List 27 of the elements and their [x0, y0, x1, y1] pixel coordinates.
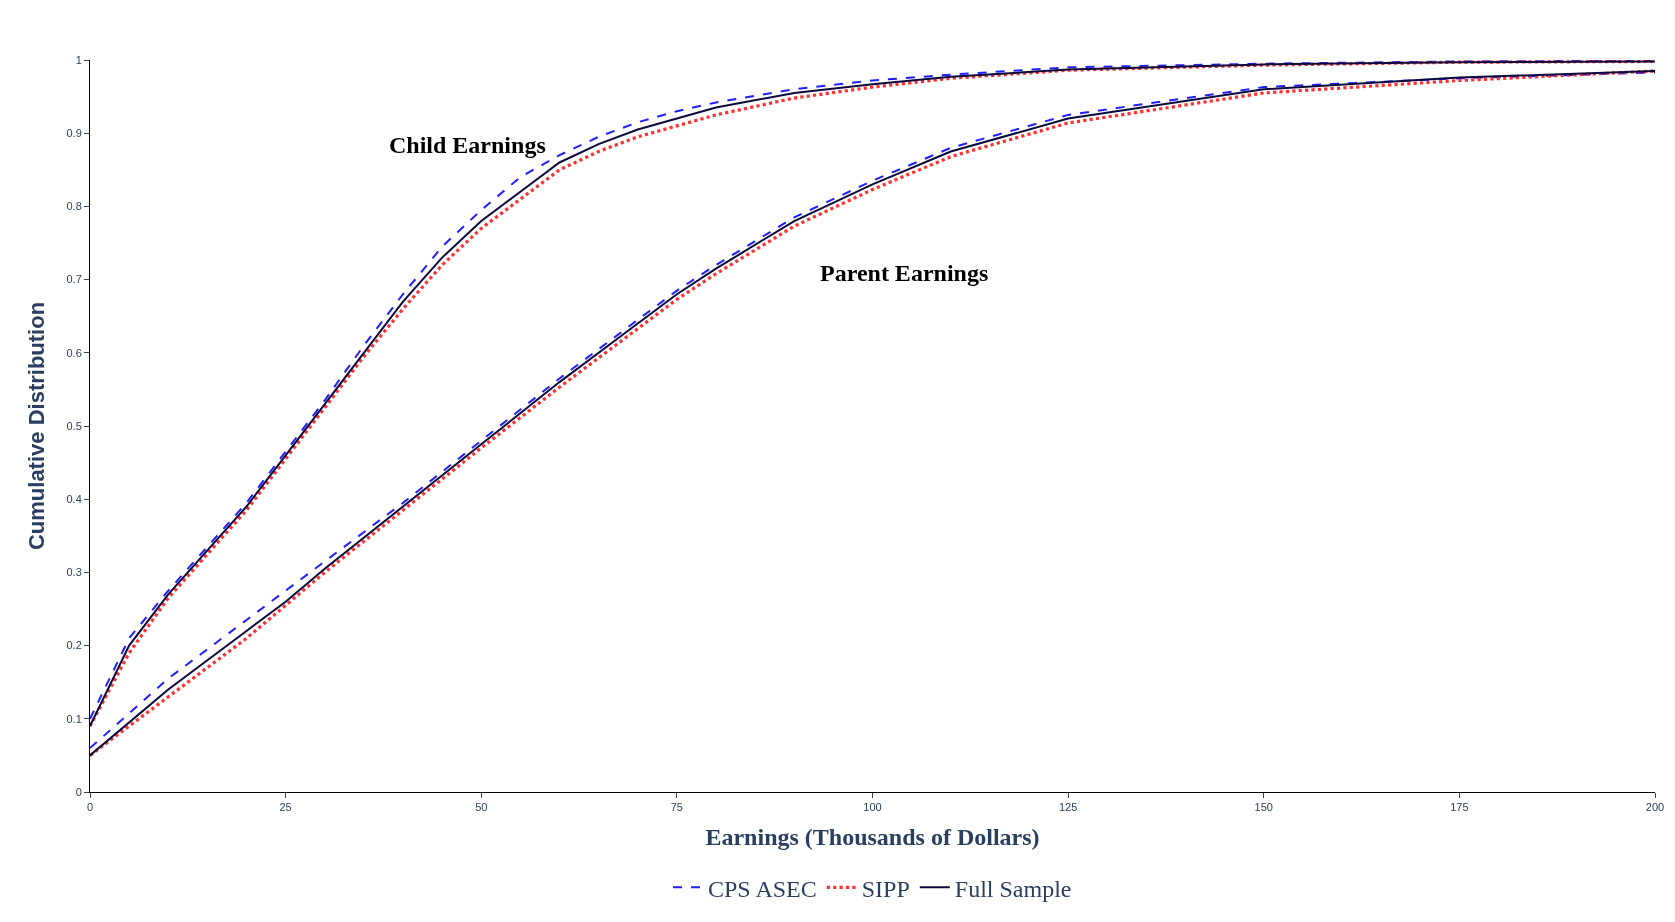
annotation: Parent Earnings: [820, 260, 989, 286]
y-tick-label: 0.3: [66, 566, 82, 579]
legend-label: CPS ASEC: [708, 875, 817, 902]
x-tick-label: 200: [1645, 801, 1665, 814]
y-tick-label: 0.1: [66, 712, 82, 725]
x-tick-label: 0: [86, 801, 94, 814]
y-tick-label: 0.8: [66, 200, 82, 213]
x-tick-label: 150: [1254, 801, 1273, 814]
x-tick-label: 75: [670, 801, 684, 814]
y-tick-label: 0.7: [66, 273, 82, 286]
annotation: Child Earnings: [389, 132, 546, 158]
y-tick-label: 0.6: [66, 346, 82, 359]
y-tick-label: 0.5: [66, 419, 82, 432]
y-tick-label: 0.4: [66, 493, 82, 506]
x-axis-title: Earnings (Thousands of Dollars): [705, 823, 1040, 850]
x-tick-label: 175: [1450, 801, 1469, 814]
y-tick-label: 0.2: [66, 639, 82, 652]
x-tick-label: 25: [279, 801, 292, 814]
y-tick-label: 0: [75, 785, 82, 798]
y-axis-title: Cumulative Distribution: [24, 301, 50, 551]
x-tick-label: 50: [475, 801, 488, 814]
legend-label: Full Sample: [954, 875, 1072, 902]
y-tick-label: 1: [75, 53, 82, 66]
x-tick-label: 125: [1058, 801, 1078, 814]
y-tick-label: 0.9: [66, 127, 82, 140]
legend-label: SIPP: [861, 875, 910, 902]
x-tick-label: 100: [863, 801, 882, 814]
